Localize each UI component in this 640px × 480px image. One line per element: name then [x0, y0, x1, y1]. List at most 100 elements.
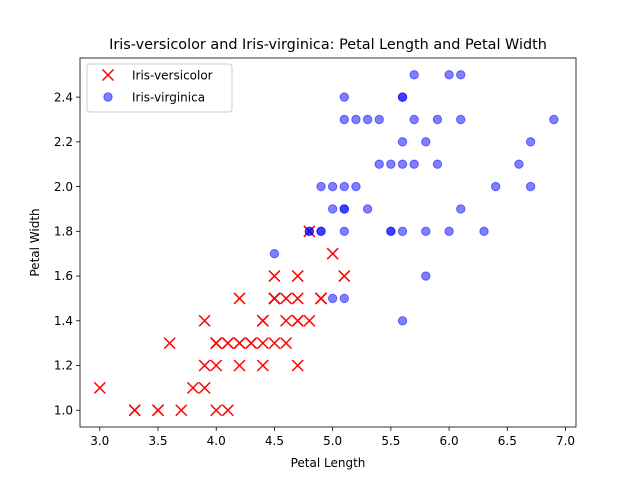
legend-marker-versicolor: [101, 68, 115, 82]
point-virginica-24: [409, 159, 419, 169]
point-virginica-30: [456, 204, 466, 214]
point-virginica-33: [339, 293, 350, 304]
point-virginica-43: [432, 114, 443, 125]
point-versicolor-19: [198, 381, 211, 394]
point-versicolor-12: [210, 404, 223, 417]
point-versicolor-13: [291, 314, 304, 327]
point-versicolor-4: [280, 292, 293, 305]
point-versicolor-29: [151, 404, 165, 417]
point-virginica-28: [397, 159, 408, 169]
point-virginica-10: [339, 181, 350, 192]
point-virginica-41: [339, 114, 350, 125]
point-virginica-4: [421, 137, 431, 147]
point-virginica-40: [397, 92, 408, 102]
point-versicolor-5: [268, 337, 281, 350]
point-versicolor-45: [233, 359, 246, 372]
x-tick-label: 5.5: [381, 434, 400, 448]
point-virginica-22: [525, 181, 536, 192]
y-tick-label: 1.4: [54, 314, 73, 328]
legend-label: Iris-versicolor: [132, 68, 213, 82]
point-versicolor-47: [245, 337, 258, 350]
point-virginica-18: [549, 114, 559, 125]
point-virginica-3: [397, 226, 408, 237]
point-virginica-5: [514, 159, 524, 169]
x-tick-label: 3.0: [90, 434, 109, 448]
point-virginica-19: [327, 293, 338, 304]
point-virginica-37: [386, 226, 396, 237]
y-tick-label: 2.2: [54, 135, 73, 149]
point-versicolor-48: [93, 381, 106, 394]
point-virginica-21: [316, 181, 326, 192]
point-versicolor-33: [338, 270, 351, 283]
y-axis-ticks: 1.0 1.2 1.4 1.6 1.8 2.0 2.2 2.4: [54, 90, 80, 417]
legend-marker-virginica: [103, 92, 113, 102]
legend-box: [86, 63, 233, 113]
x-tick-label: 7.0: [556, 434, 575, 448]
point-virginica-8: [421, 226, 431, 237]
x-axis-label: Petal Length: [291, 456, 366, 470]
series-Iris-versicolor: [93, 225, 351, 417]
point-virginica-38: [304, 226, 315, 237]
point-virginica-17: [525, 137, 536, 147]
axes-frame: [79, 57, 577, 428]
point-versicolor-42: [210, 359, 223, 372]
point-versicolor-49: [221, 337, 234, 350]
legend: Iris-versicolor Iris-virginica: [86, 63, 233, 113]
point-versicolor-6: [291, 270, 304, 283]
point-virginica-13: [327, 181, 338, 192]
point-versicolor-25: [256, 314, 269, 327]
point-virginica-31: [490, 181, 501, 192]
point-virginica-29: [421, 271, 431, 281]
x-tick-label: 4.0: [207, 434, 226, 448]
point-virginica-11: [362, 204, 373, 214]
point-versicolor-26: [303, 314, 316, 327]
point-versicolor-22: [314, 292, 328, 305]
point-virginica-20: [409, 114, 419, 125]
point-versicolor-36: [291, 292, 304, 305]
point-virginica-42: [339, 204, 350, 214]
point-versicolor-30: [186, 381, 199, 394]
point-virginica-47: [351, 181, 361, 192]
point-versicolor-37: [256, 337, 269, 350]
y-tick-label: 1.0: [54, 403, 73, 417]
legend-label: Iris-virginica: [132, 90, 205, 104]
point-versicolor-41: [280, 314, 293, 327]
x-tick-label: 3.5: [148, 434, 167, 448]
point-versicolor-43: [128, 404, 141, 417]
y-tick-label: 2.0: [54, 180, 73, 194]
point-virginica-15: [362, 114, 373, 125]
point-virginica-7: [479, 226, 489, 237]
point-virginica-25: [444, 226, 454, 237]
point-virginica-48: [374, 114, 384, 125]
point-virginica-35: [456, 114, 466, 125]
point-versicolor-40: [256, 359, 269, 372]
point-virginica-44: [409, 70, 419, 80]
x-axis-ticks: 3.0 3.5 4.0 4.5 5.0 5.5 6.0 6.5 7.0: [90, 427, 575, 448]
point-virginica-0: [444, 70, 454, 80]
point-versicolor-23: [291, 359, 304, 372]
point-virginica-27: [316, 226, 326, 237]
point-versicolor-31: [175, 404, 188, 417]
point-versicolor-11: [233, 292, 246, 305]
y-tick-label: 1.6: [54, 269, 73, 283]
x-tick-label: 6.0: [440, 434, 459, 448]
point-virginica-14: [339, 92, 350, 102]
point-virginica-2: [432, 159, 443, 169]
y-tick-label: 2.4: [54, 90, 73, 104]
y-axis-label: Petal Width: [28, 208, 42, 276]
point-versicolor-39: [210, 337, 223, 350]
point-versicolor-34: [268, 292, 281, 305]
y-tick-label: 1.8: [54, 225, 73, 239]
x-tick-label: 5.0: [323, 434, 342, 448]
series-Iris-virginica: [269, 70, 559, 326]
point-virginica-12: [386, 159, 396, 169]
point-virginica-32: [397, 137, 408, 147]
y-tick-label: 1.2: [54, 359, 73, 373]
point-virginica-6: [269, 248, 280, 259]
point-versicolor-9: [198, 314, 211, 327]
plot-area: [93, 70, 559, 417]
point-virginica-39: [374, 159, 384, 169]
point-versicolor-35: [268, 270, 281, 283]
x-tick-label: 4.5: [265, 434, 284, 448]
